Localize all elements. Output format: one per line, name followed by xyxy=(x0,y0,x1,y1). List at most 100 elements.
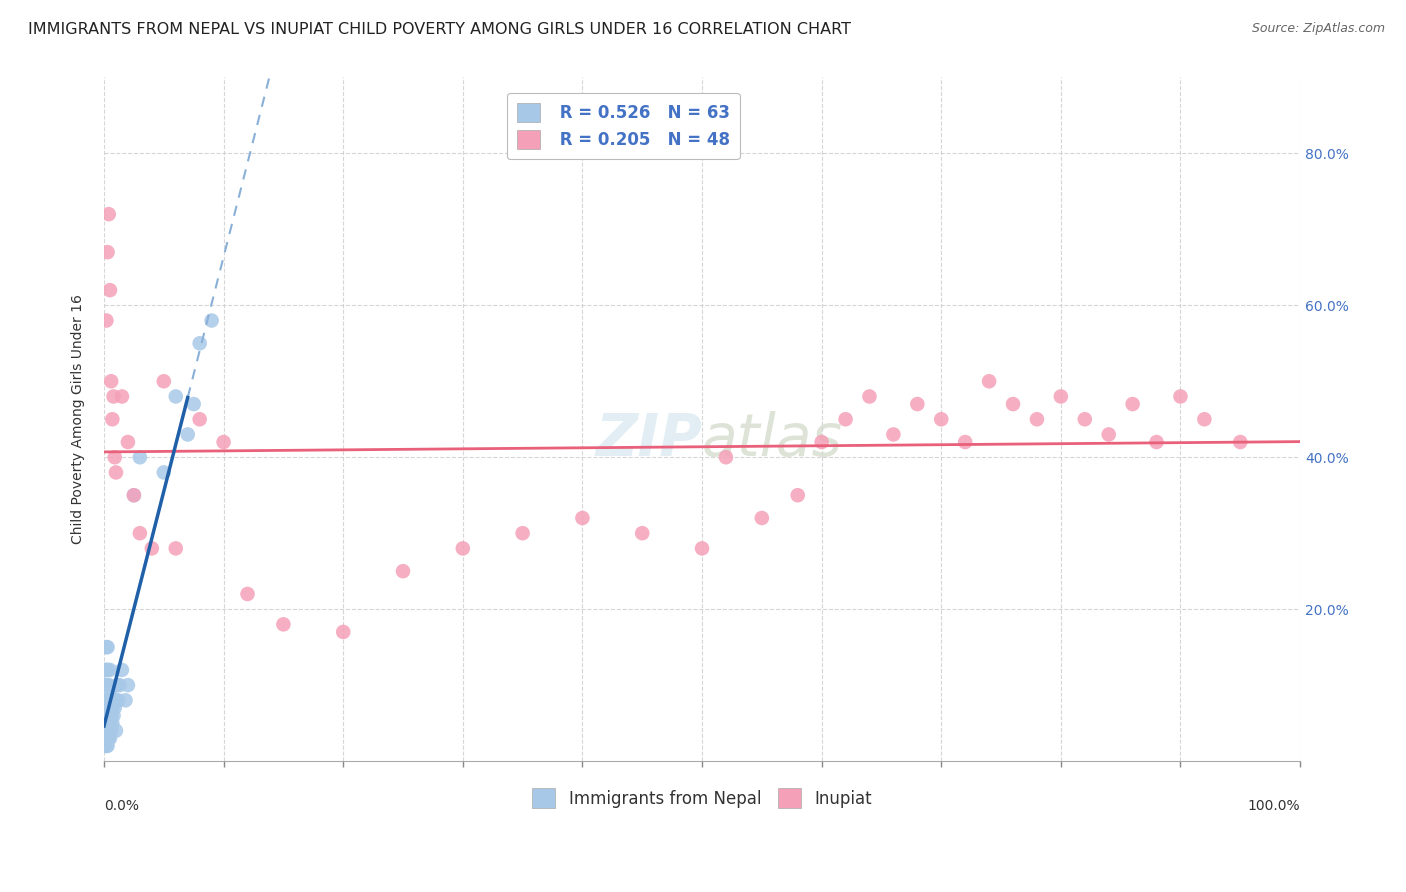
Point xyxy=(1170,389,1192,403)
Text: 100.0%: 100.0% xyxy=(1247,798,1301,813)
Point xyxy=(212,435,235,450)
Point xyxy=(104,701,127,715)
Point xyxy=(97,663,120,677)
Point xyxy=(96,708,118,723)
Point xyxy=(128,526,150,541)
Point xyxy=(786,488,808,502)
Point xyxy=(94,663,117,677)
Point xyxy=(94,716,117,731)
Point xyxy=(97,678,120,692)
Point xyxy=(858,389,880,403)
Point xyxy=(751,511,773,525)
Point xyxy=(122,488,145,502)
Point xyxy=(100,708,122,723)
Point xyxy=(332,624,354,639)
Text: IMMIGRANTS FROM NEPAL VS INUPIAT CHILD POVERTY AMONG GIRLS UNDER 16 CORRELATION : IMMIGRANTS FROM NEPAL VS INUPIAT CHILD P… xyxy=(28,22,851,37)
Point xyxy=(96,678,118,692)
Point xyxy=(165,541,187,556)
Point xyxy=(94,723,117,738)
Point xyxy=(165,389,187,403)
Point xyxy=(94,708,117,723)
Point xyxy=(98,663,121,677)
Point xyxy=(1001,397,1024,411)
Point xyxy=(1229,435,1251,450)
Point xyxy=(690,541,713,556)
Point xyxy=(1194,412,1216,426)
Point xyxy=(100,723,122,738)
Text: Source: ZipAtlas.com: Source: ZipAtlas.com xyxy=(1251,22,1385,36)
Point xyxy=(97,701,120,715)
Point xyxy=(104,693,127,707)
Point xyxy=(103,708,125,723)
Point xyxy=(97,731,120,746)
Point xyxy=(188,336,211,351)
Text: atlas: atlas xyxy=(702,411,844,468)
Point xyxy=(111,663,134,677)
Y-axis label: Child Poverty Among Girls Under 16: Child Poverty Among Girls Under 16 xyxy=(72,294,86,544)
Point xyxy=(1050,389,1073,403)
Point xyxy=(810,435,832,450)
Point xyxy=(103,389,125,403)
Legend: Immigrants from Nepal, Inupiat: Immigrants from Nepal, Inupiat xyxy=(526,781,879,814)
Point xyxy=(183,397,205,411)
Point xyxy=(94,693,117,707)
Point xyxy=(97,708,120,723)
Point xyxy=(236,587,259,601)
Point xyxy=(108,678,131,692)
Point xyxy=(512,526,534,541)
Point xyxy=(98,686,121,700)
Point xyxy=(714,450,737,465)
Point xyxy=(96,640,118,654)
Point xyxy=(1098,427,1121,442)
Point xyxy=(114,693,136,707)
Point xyxy=(1122,397,1144,411)
Point xyxy=(104,466,127,480)
Point xyxy=(834,412,856,426)
Point xyxy=(97,716,120,731)
Point xyxy=(96,723,118,738)
Point xyxy=(96,701,118,715)
Point xyxy=(177,427,200,442)
Point xyxy=(94,731,117,746)
Point xyxy=(273,617,295,632)
Point xyxy=(882,427,904,442)
Point xyxy=(929,412,952,426)
Point xyxy=(96,693,118,707)
Point xyxy=(97,716,120,731)
Point xyxy=(152,374,174,388)
Point xyxy=(101,716,124,731)
Point xyxy=(103,693,125,707)
Point xyxy=(97,723,120,738)
Point xyxy=(96,716,118,731)
Point xyxy=(117,435,139,450)
Point xyxy=(128,450,150,465)
Point xyxy=(117,678,139,692)
Point xyxy=(94,739,117,753)
Point xyxy=(97,731,120,746)
Point xyxy=(93,716,115,731)
Text: 0.0%: 0.0% xyxy=(104,798,139,813)
Point xyxy=(631,526,654,541)
Point xyxy=(201,313,224,327)
Point xyxy=(107,693,129,707)
Point xyxy=(451,541,474,556)
Point xyxy=(98,716,121,731)
Point xyxy=(1146,435,1168,450)
Point xyxy=(392,564,415,578)
Point xyxy=(101,701,124,715)
Point xyxy=(905,397,928,411)
Point xyxy=(98,283,121,297)
Point xyxy=(96,739,118,753)
Point xyxy=(104,723,127,738)
Point xyxy=(1074,412,1097,426)
Point xyxy=(141,541,163,556)
Point xyxy=(1026,412,1049,426)
Point xyxy=(98,701,121,715)
Point xyxy=(97,245,120,260)
Point xyxy=(571,511,593,525)
Point xyxy=(122,488,145,502)
Point xyxy=(97,640,120,654)
Point xyxy=(97,678,120,692)
Point xyxy=(104,450,127,465)
Point xyxy=(97,207,120,221)
